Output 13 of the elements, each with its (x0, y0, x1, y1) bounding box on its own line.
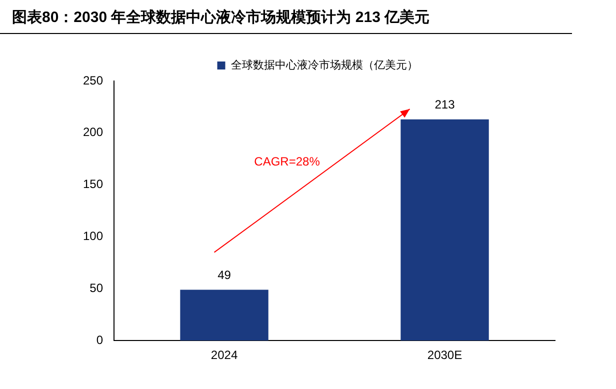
legend-label: 全球数据中心液冷市场规模（亿美元） (230, 58, 418, 72)
y-tick-label: 150 (82, 177, 104, 192)
y-tick-label: 0 (96, 332, 104, 347)
annotation: CAGR=28% (254, 154, 320, 168)
data-label: 213 (434, 98, 456, 112)
x-tick-label: 2030E (427, 348, 462, 362)
data-label: 49 (218, 268, 232, 282)
x-tick-label: 2024 (210, 348, 238, 362)
y-tick-label: 50 (90, 280, 104, 295)
y-tick-label: 200 (82, 125, 104, 140)
chart-title: 图表80：2030 年全球数据中心液冷市场规模预计为 213 亿美元 (0, 0, 572, 34)
y-tick-label: 250 (82, 73, 104, 88)
y-tick-label: 100 (82, 229, 104, 244)
